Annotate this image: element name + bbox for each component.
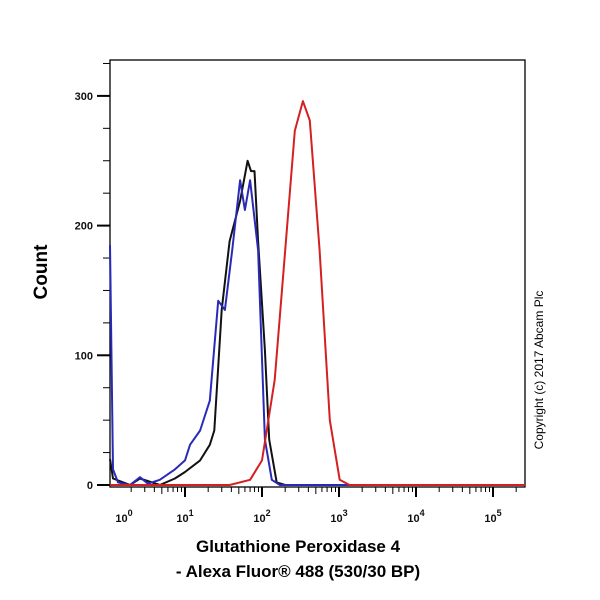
x-axis: 100 101 102 103 104 105 — [115, 487, 517, 525]
x-tick-label: 104 — [407, 508, 424, 525]
x-axis-label-line2: - Alexa Fluor® 488 (530/30 BP) — [176, 562, 420, 581]
y-axis: 0 100 200 300 — [75, 62, 110, 492]
plot-frame — [109, 59, 526, 488]
y-axis-label: Count — [31, 244, 52, 300]
x-tick-label: 103 — [330, 508, 347, 525]
series-line-2 — [110, 100, 525, 486]
series-line-0 — [109, 159, 525, 486]
series-group — [109, 100, 525, 486]
x-tick-label: 102 — [253, 508, 270, 525]
x-tick-label: 101 — [176, 508, 193, 525]
y-tick-label: 100 — [75, 350, 93, 362]
x-tick-label: 105 — [484, 508, 501, 525]
y-tick-label: 200 — [75, 221, 93, 233]
x-axis-label-line1: Glutathione Peroxidase 4 — [196, 537, 401, 556]
x-tick-label: 100 — [115, 508, 132, 525]
series-line-1 — [109, 179, 525, 486]
y-tick-label: 300 — [75, 91, 93, 103]
y-tick-label: 0 — [87, 480, 93, 492]
copyright-text: Copyright (c) 2017 Abcam Plc — [532, 291, 546, 450]
